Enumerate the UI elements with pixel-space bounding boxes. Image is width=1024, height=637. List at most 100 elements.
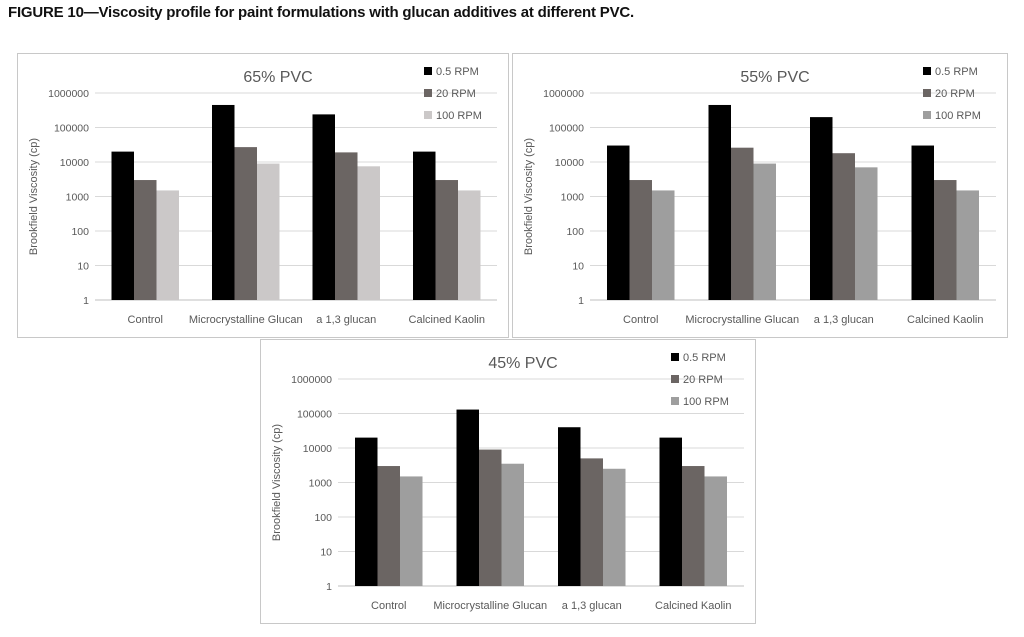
bar-0-5-rpm-3 (911, 145, 934, 300)
y-tick-label: 10 (77, 261, 89, 273)
legend-swatch (923, 89, 931, 97)
legend-label: 20 RPM (436, 88, 476, 100)
y-tick-label: 10000 (555, 157, 584, 169)
y-tick-label: 1000 (66, 192, 90, 204)
legend-swatch (671, 397, 679, 405)
y-tick-label: 1000 (309, 478, 333, 490)
category-label: Control (128, 314, 163, 326)
bar-20-rpm-2 (832, 153, 855, 300)
category-label: Microcrystalline Glucan (189, 314, 303, 326)
y-tick-label: 100000 (549, 123, 584, 135)
y-tick-label: 1000000 (543, 88, 584, 100)
chart-svg-55-pvc: 55% PVC 1 10 100 1000 10000 100000 1000000 Brook… (523, 66, 996, 326)
y-tick-label: 100000 (297, 409, 332, 421)
legend-label: 20 RPM (683, 374, 723, 386)
category-label: Microcrystalline Glucan (685, 314, 799, 326)
category-label: Calcined Kaolin (655, 600, 731, 612)
y-tick-label: 10000 (60, 157, 89, 169)
legend-swatch (424, 67, 432, 75)
legend-label: 0.5 RPM (935, 66, 978, 78)
bar-100-rpm-0 (156, 190, 179, 300)
y-tick-label: 10 (320, 547, 332, 559)
y-tick-label: 1000000 (48, 88, 89, 100)
chart-panel-45-pvc: 45% PVC 1 10 100 1000 10000 100000 1000000 Brook… (260, 339, 756, 624)
bar-100-rpm-2 (855, 167, 878, 300)
bar-0-5-rpm-0 (111, 151, 134, 300)
category-label: a 1,3 glucan (316, 314, 376, 326)
bar-0-5-rpm-1 (708, 104, 731, 300)
y-tick-label: 10000 (303, 443, 332, 455)
category-label: Microcrystalline Glucan (433, 600, 547, 612)
legend-swatch (671, 375, 679, 383)
bar-0-5-rpm-3 (659, 437, 682, 586)
y-tick-label: 1000 (561, 192, 585, 204)
legend-swatch (424, 111, 432, 119)
y-tick-label: 100 (314, 512, 332, 524)
y-axis-label: Brookfield Viscosity (cp) (271, 424, 283, 541)
y-tick-label: 100 (71, 226, 89, 238)
bar-100-rpm-3 (956, 190, 979, 300)
y-tick-label: 1 (83, 295, 89, 307)
category-label: Calcined Kaolin (907, 314, 983, 326)
bar-20-rpm-3 (934, 180, 957, 300)
figure-title: FIGURE 10—Viscosity profile for paint fo… (8, 4, 634, 21)
bar-100-rpm-1 (753, 163, 776, 300)
bar-100-rpm-0 (400, 476, 423, 586)
bar-20-rpm-0 (377, 466, 400, 586)
bar-100-rpm-2 (357, 166, 380, 300)
category-label: Control (623, 314, 658, 326)
bar-20-rpm-2 (335, 152, 358, 300)
y-tick-label: 100 (566, 226, 584, 238)
y-tick-label: 1 (578, 295, 584, 307)
bar-0-5-rpm-0 (355, 437, 378, 586)
bar-20-rpm-2 (580, 458, 603, 586)
chart-panel-55-pvc: 55% PVC 1 10 100 1000 10000 100000 1000000 Brook… (512, 53, 1008, 338)
legend-label: 100 RPM (935, 110, 981, 122)
bar-100-rpm-1 (501, 463, 524, 586)
legend-swatch (671, 353, 679, 361)
bar-100-rpm-1 (257, 163, 280, 300)
bar-20-rpm-1 (234, 147, 257, 300)
bar-20-rpm-3 (435, 180, 458, 300)
legend-label: 20 RPM (935, 88, 975, 100)
category-label: a 1,3 glucan (562, 600, 622, 612)
category-label: a 1,3 glucan (814, 314, 874, 326)
chart-panel-65-pvc: 65% PVC 1 10 100 1000 10000 100000 1000000 Brook… (17, 53, 509, 338)
legend-swatch (923, 111, 931, 119)
bar-0-5-rpm-2 (558, 427, 581, 586)
bar-0-5-rpm-3 (413, 151, 436, 300)
y-tick-label: 100000 (54, 123, 89, 135)
bar-0-5-rpm-1 (456, 409, 479, 586)
bar-100-rpm-2 (603, 468, 626, 586)
y-axis-label: Brookfield Viscosity (cp) (28, 138, 40, 255)
category-label: Calcined Kaolin (409, 314, 485, 326)
bar-100-rpm-0 (652, 190, 675, 300)
legend-label: 0.5 RPM (436, 66, 479, 78)
y-axis-label: Brookfield Viscosity (cp) (523, 138, 535, 255)
chart-title: 45% PVC (488, 355, 557, 372)
bar-100-rpm-3 (458, 190, 481, 300)
chart-title: 65% PVC (243, 69, 312, 86)
bar-20-rpm-3 (682, 466, 705, 586)
bar-0-5-rpm-1 (212, 104, 235, 300)
bar-100-rpm-3 (704, 476, 727, 586)
bar-20-rpm-0 (629, 180, 652, 300)
chart-svg-65-pvc: 65% PVC 1 10 100 1000 10000 100000 1000000 Brook… (28, 66, 497, 326)
y-tick-label: 1000000 (291, 374, 332, 386)
bar-20-rpm-0 (134, 180, 157, 300)
y-tick-label: 1 (326, 581, 332, 593)
legend-label: 100 RPM (436, 110, 482, 122)
bar-0-5-rpm-2 (810, 117, 833, 300)
bar-20-rpm-1 (479, 449, 502, 586)
bar-0-5-rpm-2 (312, 114, 335, 300)
bar-20-rpm-1 (731, 147, 754, 300)
category-label: Control (371, 600, 406, 612)
chart-title: 55% PVC (740, 69, 809, 86)
legend-swatch (923, 67, 931, 75)
legend-label: 0.5 RPM (683, 352, 726, 364)
chart-svg-45-pvc: 45% PVC 1 10 100 1000 10000 100000 1000000 Brook… (271, 352, 744, 612)
legend-swatch (424, 89, 432, 97)
legend-label: 100 RPM (683, 396, 729, 408)
y-tick-label: 10 (572, 261, 584, 273)
bar-0-5-rpm-0 (607, 145, 630, 300)
